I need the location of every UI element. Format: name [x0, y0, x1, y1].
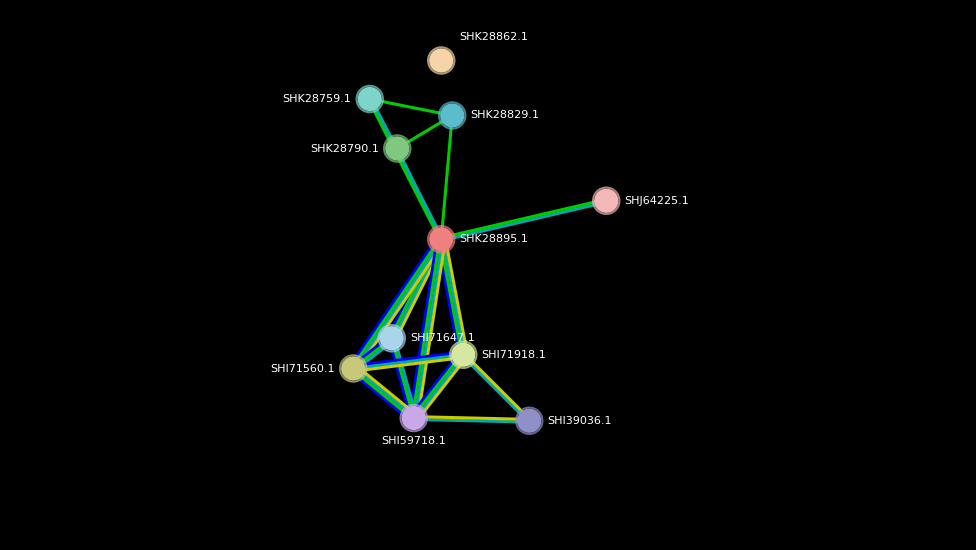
Circle shape	[451, 343, 475, 367]
Circle shape	[380, 326, 404, 350]
Circle shape	[402, 406, 426, 430]
Text: SHI71918.1: SHI71918.1	[481, 350, 547, 360]
Circle shape	[357, 87, 382, 111]
Text: SHI71560.1: SHI71560.1	[270, 364, 335, 373]
Text: SHK28829.1: SHK28829.1	[470, 111, 540, 120]
Text: SHK28895.1: SHK28895.1	[460, 234, 528, 244]
Circle shape	[517, 409, 542, 433]
Circle shape	[440, 103, 465, 128]
Text: SHI59718.1: SHI59718.1	[382, 436, 446, 446]
Text: SHI39036.1: SHI39036.1	[548, 416, 612, 426]
Circle shape	[429, 227, 453, 251]
Text: SHK28759.1: SHK28759.1	[283, 94, 351, 104]
Circle shape	[594, 189, 619, 213]
Text: SHK28862.1: SHK28862.1	[460, 32, 528, 42]
Circle shape	[429, 48, 453, 73]
Text: SHI71647.1: SHI71647.1	[410, 333, 474, 343]
Text: SHK28790.1: SHK28790.1	[310, 144, 379, 153]
Text: SHJ64225.1: SHJ64225.1	[625, 196, 689, 206]
Circle shape	[342, 356, 365, 381]
Circle shape	[386, 136, 409, 161]
